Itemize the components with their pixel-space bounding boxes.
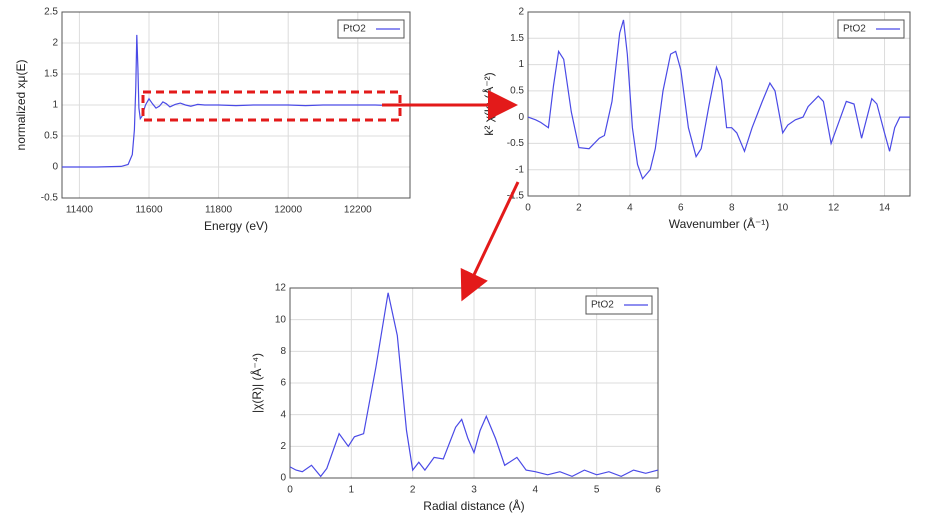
y-tick-label: 2.5	[44, 7, 58, 18]
y-tick-label: 6	[280, 378, 286, 389]
y-tick-label: 2	[280, 441, 286, 452]
x-tick-label: 12	[828, 203, 840, 214]
x-tick-label: 4	[533, 485, 539, 496]
x-tick-label: 3	[471, 485, 477, 496]
legend-label: PtO2	[591, 300, 614, 311]
y-tick-label: -0.5	[507, 138, 525, 149]
x-tick-label: 6	[655, 485, 661, 496]
plot-area	[528, 12, 910, 196]
y-tick-label: 0	[280, 473, 286, 484]
y-tick-label: 4	[280, 409, 286, 420]
x-tick-label: 8	[729, 203, 735, 214]
data-line	[62, 34, 411, 168]
y-tick-label: 2	[52, 38, 58, 49]
x-tick-label: 11600	[135, 205, 163, 216]
data-line	[289, 292, 659, 478]
legend-label: PtO2	[343, 24, 366, 35]
y-axis-label: normalized xμ(E)	[14, 60, 28, 151]
y-axis-label: |χ(R)| (Å⁻⁴)	[249, 353, 264, 413]
x-axis-label: Energy (eV)	[204, 219, 268, 233]
x-tick-label: 0	[525, 203, 531, 214]
x-tick-label: 12200	[344, 205, 372, 216]
arrow	[460, 181, 520, 302]
y-tick-label: 0	[52, 162, 58, 173]
y-tick-label: 0.5	[510, 85, 524, 96]
legend-box	[837, 19, 905, 39]
x-axis-label: Wavenumber (Å⁻¹)	[669, 216, 770, 231]
x-tick-label: 11800	[205, 205, 233, 216]
y-tick-label: 0	[518, 112, 524, 123]
legend-label: PtO2	[843, 24, 866, 35]
x-tick-label: 2	[576, 203, 582, 214]
legend-box	[585, 295, 653, 315]
y-tick-label: 0.5	[44, 131, 58, 142]
y-tick-label: 1.5	[44, 69, 58, 80]
x-tick-label: 11400	[66, 205, 94, 216]
x-tick-label: 1	[349, 485, 355, 496]
x-axis-label: Radial distance (Å)	[423, 498, 524, 513]
y-tick-label: 10	[275, 314, 287, 325]
y-tick-label: 1	[518, 59, 524, 70]
x-tick-label: 14	[879, 203, 891, 214]
x-tick-label: 6	[678, 203, 684, 214]
x-tick-label: 10	[777, 203, 789, 214]
x-tick-label: 2	[410, 485, 416, 496]
x-tick-label: 4	[627, 203, 633, 214]
y-tick-label: 8	[280, 346, 286, 357]
y-tick-label: 12	[275, 283, 287, 294]
y-tick-label: 1	[52, 100, 58, 111]
x-tick-label: 12000	[274, 205, 302, 216]
x-tick-label: 5	[594, 485, 600, 496]
legend-box	[337, 19, 405, 39]
y-tick-label: 1.5	[510, 33, 524, 44]
y-tick-label: -1	[515, 164, 524, 175]
y-tick-label: -0.5	[41, 193, 59, 204]
x-tick-label: 0	[287, 485, 293, 496]
y-tick-label: -1.5	[507, 191, 525, 202]
y-tick-label: 2	[518, 7, 524, 18]
plot-frame	[527, 11, 911, 197]
data-line	[527, 19, 910, 180]
